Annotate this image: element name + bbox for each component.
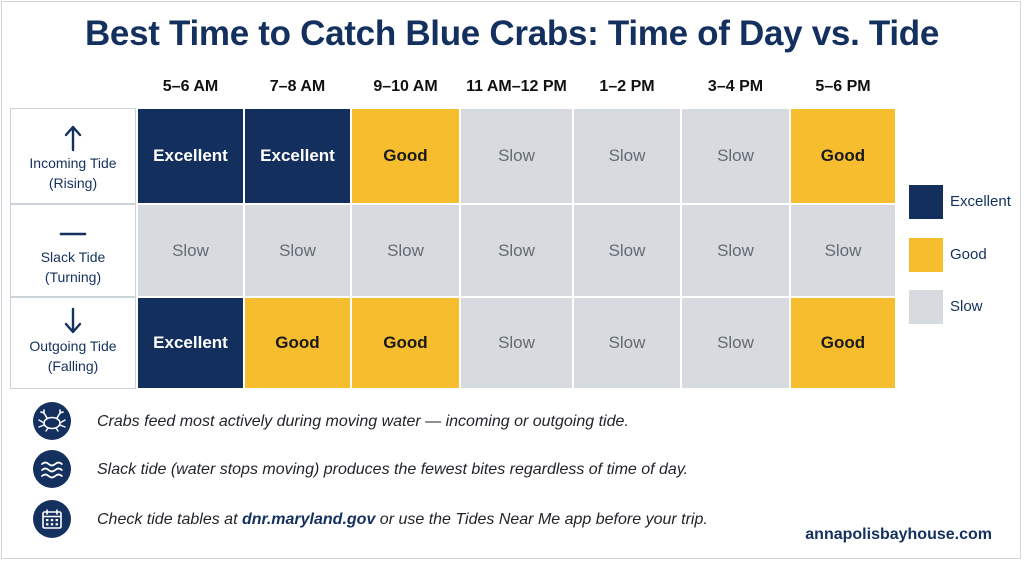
note-tide-tables: Check tide tables at dnr.maryland.gov or… <box>97 511 708 529</box>
rating-cell: Excellent <box>137 297 244 389</box>
column-header: 3–4 PM <box>707 78 764 95</box>
rating-cell: Good <box>244 297 351 389</box>
column-header: 7–8 AM <box>269 78 326 95</box>
column-header: 5–6 AM <box>162 78 219 95</box>
rating-cell: Slow <box>244 204 351 297</box>
rating-cell: Excellent <box>137 108 244 204</box>
rating-cell: Slow <box>351 204 460 297</box>
rating-cell: Slow <box>573 108 681 204</box>
legend-label-good: Good <box>950 246 987 263</box>
row-label-line1: Outgoing Tide <box>29 338 117 354</box>
row-label-line2: (Rising) <box>48 175 98 191</box>
column-header: 9–10 AM <box>373 78 438 95</box>
calendar-icon <box>33 500 71 538</box>
rating-cell: Slow <box>790 204 896 297</box>
legend-swatch-slow <box>909 290 943 324</box>
rating-cell: Slow <box>681 204 790 297</box>
arrow-down-icon <box>64 307 82 334</box>
column-header: 1–2 PM <box>599 78 655 95</box>
chart-title: Best Time to Catch Blue Crabs: Time of D… <box>84 14 940 53</box>
rating-cell: Slow <box>137 204 244 297</box>
rating-cell: Slow <box>460 297 573 389</box>
row-label-incoming: Incoming Tide (Rising) <box>10 108 136 204</box>
note-moving-water: Crabs feed most actively during moving w… <box>97 413 629 430</box>
legend-swatch-excellent <box>909 185 943 219</box>
row-label-line1: Slack Tide <box>40 249 106 265</box>
site-url[interactable]: annapolisbayhouse.com <box>805 526 992 543</box>
rating-cell: Good <box>790 297 896 389</box>
dash-icon <box>59 232 87 236</box>
row-label-outgoing: Outgoing Tide (Falling) <box>10 297 136 389</box>
rating-cell: Slow <box>573 297 681 389</box>
note-text-before: Check tide tables at <box>97 511 242 528</box>
dnr-link[interactable]: dnr.maryland.gov <box>241 511 376 528</box>
rating-cell: Slow <box>573 204 681 297</box>
rating-cell: Excellent <box>244 108 351 204</box>
waves-icon <box>33 450 71 488</box>
crab-icon <box>33 402 71 440</box>
row-label-line2: (Falling) <box>47 358 99 374</box>
rating-cell: Good <box>351 108 460 204</box>
rating-cell: Slow <box>460 108 573 204</box>
rating-cell: Good <box>351 297 460 389</box>
rating-cell: Good <box>790 108 896 204</box>
column-header: 5–6 PM <box>815 78 871 95</box>
note-slack-tide: Slack tide (water stops moving) produces… <box>97 461 689 478</box>
legend-swatch-good <box>909 238 943 272</box>
row-label-line2: (Turning) <box>44 269 102 285</box>
row-label-slack: Slack Tide (Turning) <box>10 204 136 297</box>
rating-cell: Slow <box>460 204 573 297</box>
rating-cell: Slow <box>681 108 790 204</box>
column-header: 11 AM–12 PM <box>466 78 567 95</box>
row-label-line1: Incoming Tide <box>29 155 117 171</box>
legend-label-slow: Slow <box>950 298 983 315</box>
arrow-up-icon <box>64 125 82 152</box>
rating-cell: Slow <box>681 297 790 389</box>
note-text-after: or use the Tides Near Me app before your… <box>375 511 708 528</box>
legend-label-excellent: Excellent <box>950 193 1011 210</box>
